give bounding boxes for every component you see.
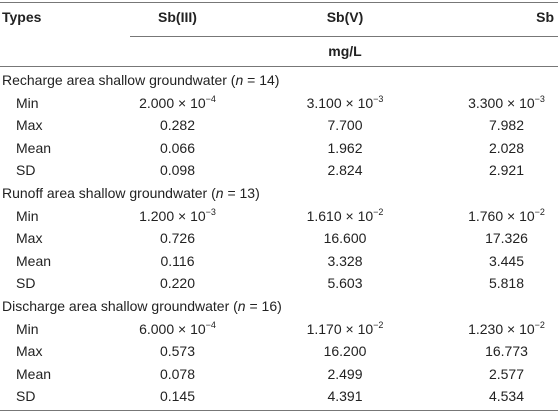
cell: 1.230 × 10−2 — [455, 318, 558, 340]
row-label: Max — [16, 117, 43, 134]
cell: 3.445 — [488, 252, 525, 269]
header-column: Sb(III) — [158, 9, 197, 25]
row-label: Max — [16, 230, 43, 247]
cell: 2.028 — [488, 139, 525, 156]
cell: 3.300 × 10−3 — [455, 92, 558, 114]
cell: 1.610 × 10−2 — [250, 205, 440, 227]
row-label: SD — [16, 162, 36, 179]
cell: 0.145 — [159, 388, 196, 405]
row-label: Max — [16, 343, 43, 360]
cell-base: 3.300 × 10 — [468, 94, 535, 111]
group-title-text: Discharge area shallow groundwater ( — [2, 298, 238, 314]
cell: 2.499 — [327, 365, 363, 382]
row-label: Mean — [16, 365, 52, 382]
cell: 6.000 × 10−4 — [100, 318, 255, 340]
cell-exponent: −3 — [534, 93, 545, 104]
rule — [0, 2, 558, 3]
cell-base: 1.200 × 10 — [139, 207, 206, 224]
cell: 1.170 × 10−2 — [250, 318, 440, 340]
cell: 7.982 — [488, 117, 525, 134]
cell: 0.282 — [159, 117, 196, 134]
cell: 0.078 — [159, 365, 196, 382]
cell: 4.534 — [488, 388, 525, 405]
group-title-text: Recharge area shallow groundwater ( — [2, 72, 236, 88]
group-title: Runoff area shallow groundwater (n = 13) — [2, 182, 260, 204]
cell: 0.220 — [159, 275, 196, 292]
cell-base: 1.170 × 10 — [306, 320, 374, 337]
cell-base: 1.760 × 10 — [468, 207, 535, 224]
header-column: Sb(V) — [326, 9, 364, 25]
group-title-count: = 14) — [243, 72, 280, 88]
cell: 16.600 — [323, 230, 367, 247]
header-types: Types — [2, 9, 42, 25]
header-unit: mg/L — [328, 43, 362, 59]
row-label: Min — [16, 320, 39, 337]
row-label: SD — [16, 388, 36, 405]
cell-exponent: −4 — [205, 93, 216, 104]
cell: 3.100 × 10−3 — [250, 92, 440, 114]
cell: 1.200 × 10−3 — [100, 205, 255, 227]
row-label: Min — [16, 94, 39, 111]
rule — [0, 410, 558, 411]
cell-exponent: −3 — [205, 206, 216, 217]
cell: 0.116 — [160, 252, 195, 269]
cell-exponent: −2 — [534, 319, 545, 330]
cell: 2.824 — [327, 162, 363, 179]
cell-exponent: −2 — [373, 319, 384, 330]
cell: 4.391 — [327, 388, 363, 405]
cell: 0.098 — [159, 162, 196, 179]
group-title-text: Runoff area shallow groundwater ( — [2, 185, 216, 201]
cell: 7.700 — [327, 117, 363, 134]
cell: 1.962 — [327, 139, 363, 156]
rule — [0, 66, 558, 67]
cell-exponent: −4 — [205, 319, 216, 330]
cell: 16.200 — [323, 343, 367, 360]
row-label: Mean — [16, 139, 52, 156]
cell: 2.000 × 10−4 — [100, 92, 255, 114]
cell-base: 3.100 × 10 — [306, 94, 374, 111]
group-title: Recharge area shallow groundwater (n = 1… — [2, 69, 279, 91]
group-title-count: = 16) — [245, 298, 282, 314]
cell-exponent: −3 — [373, 93, 384, 104]
rule — [130, 36, 558, 37]
cell-base: 1.230 × 10 — [468, 320, 535, 337]
group-title-count: = 13) — [223, 185, 260, 201]
cell: 1.760 × 10−2 — [455, 205, 558, 227]
cell: 0.573 — [159, 343, 196, 360]
group-title-n: n — [215, 185, 224, 201]
cell-exponent: −2 — [534, 206, 545, 217]
cell-base: 1.610 × 10 — [306, 207, 374, 224]
cell: 17.326 — [485, 230, 528, 247]
cell: 5.818 — [488, 275, 525, 292]
cell: 0.066 — [159, 139, 196, 156]
cell: 2.921 — [488, 162, 525, 179]
cell-exponent: −2 — [373, 206, 384, 217]
row-label: Min — [16, 207, 39, 224]
cell: 16.773 — [485, 343, 528, 360]
cell: 2.577 — [488, 365, 525, 382]
cell: 0.726 — [159, 230, 196, 247]
cell-base: 6.000 × 10 — [139, 320, 206, 337]
group-title: Discharge area shallow groundwater (n = … — [2, 295, 282, 317]
group-title-n: n — [235, 72, 244, 88]
row-label: SD — [16, 275, 36, 292]
cell-base: 2.000 × 10 — [139, 94, 206, 111]
header-column: Sb — [536, 9, 554, 25]
cell: 5.603 — [327, 275, 363, 292]
row-label: Mean — [16, 252, 52, 269]
cell: 3.328 — [327, 252, 363, 269]
group-title-n: n — [237, 298, 246, 314]
